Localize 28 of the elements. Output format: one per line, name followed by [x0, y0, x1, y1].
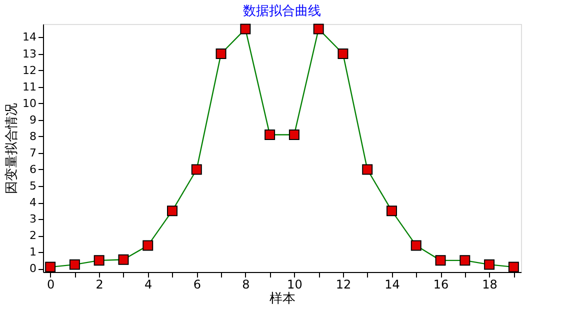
y-tick-label: 13	[22, 47, 36, 60]
x-tick-label: 16	[433, 278, 449, 292]
y-tick-label: 10	[22, 96, 36, 110]
chart-title: 数据拟合曲线	[243, 4, 321, 20]
x-tick-label: 6	[193, 278, 201, 292]
y-axis-title: 因变量拟合情况	[4, 103, 20, 194]
y-tick-label: 7	[30, 146, 36, 160]
x-tick-label: 14	[384, 278, 400, 292]
y-tick-label: 2	[30, 229, 36, 242]
x-tick-label: 10	[287, 278, 302, 292]
x-tick-label: 0	[46, 278, 55, 292]
y-tick-label: 12	[22, 64, 36, 77]
y-tick-label: 5	[30, 180, 36, 193]
x-tick-label: 18	[482, 278, 498, 292]
x-tick-label: 8	[242, 278, 250, 292]
y-tick-label: 11	[22, 80, 36, 94]
x-tick-label: 2	[96, 278, 104, 292]
y-tick-label: 4	[30, 196, 36, 210]
y-tick-label: 1	[30, 246, 36, 259]
y-tick-label: 14	[22, 30, 36, 44]
y-tick-label: 3	[30, 212, 36, 226]
x-axis-title: 样本	[270, 292, 296, 306]
y-tick-label: 9	[30, 113, 36, 126]
x-tick-label: 12	[336, 278, 352, 292]
y-tick-label: 0	[30, 262, 36, 276]
y-tick-label: 6	[30, 162, 36, 176]
y-tick-label: 8	[30, 130, 36, 143]
x-tick-label: 4	[144, 278, 152, 292]
